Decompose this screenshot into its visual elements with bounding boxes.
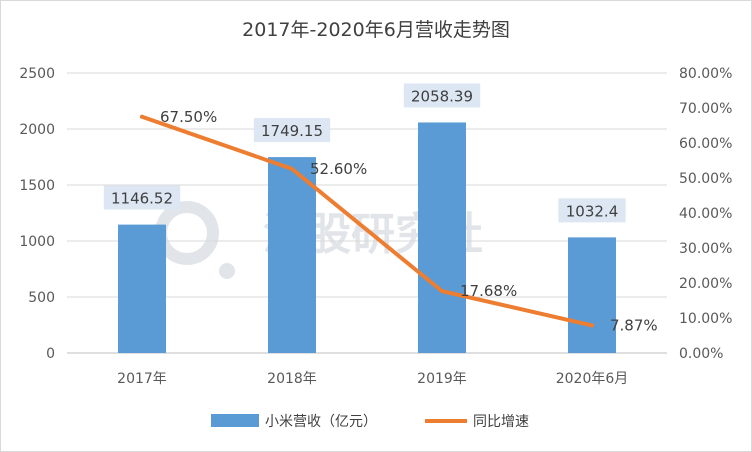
bar: [268, 157, 316, 353]
bar: [118, 224, 166, 353]
bar-data-label: 2058.39: [411, 87, 473, 105]
watermark-logo-dot: [219, 263, 235, 279]
y-left-tick-label: 0: [46, 346, 55, 362]
bar-data-label-bg: [403, 83, 481, 108]
x-tick-label: 2020年6月: [556, 371, 629, 387]
y-axis-left: 0 500 1000 1500 2000 2500: [19, 66, 55, 362]
y-right-tick-label: 70.00%: [679, 101, 732, 117]
bar-data-label: 1749.15: [261, 122, 323, 140]
chart-title: 2017年-2020年6月营收走势图: [242, 19, 510, 41]
y-right-tick-label: 30.00%: [679, 241, 732, 257]
y-left-tick-label: 2500: [19, 66, 55, 82]
y-left-tick-label: 500: [28, 290, 55, 306]
bar-series: [118, 122, 616, 353]
y-right-tick-label: 40.00%: [679, 206, 732, 222]
line-point: [140, 114, 144, 119]
y-right-tick-label: 10.00%: [679, 311, 732, 327]
watermark-logo-ring: [155, 201, 219, 265]
gridlines: [67, 72, 667, 354]
y-right-tick-label: 50.00%: [679, 171, 732, 187]
y-right-tick-label: 60.00%: [679, 136, 732, 152]
y-left-tick-label: 1000: [19, 234, 55, 250]
line-data-label: 67.50%: [160, 108, 217, 126]
legend-label-line: 同比增速: [473, 414, 529, 430]
y-right-tick-label: 20.00%: [679, 276, 732, 292]
line-data-label: 7.87%: [610, 316, 658, 334]
x-axis: 2017年 2018年 2019年 2020年6月: [117, 371, 628, 387]
line-point: [290, 166, 294, 171]
y-left-tick-label: 2000: [19, 122, 55, 138]
legend-label-bar: 小米营收（亿元）: [265, 414, 377, 430]
bar-data-label-bg: [103, 185, 181, 210]
bar-data-label: 1146.52: [111, 190, 173, 208]
x-tick-label: 2018年: [267, 371, 317, 387]
y-left-tick-label: 1500: [19, 178, 55, 194]
line-data-label: 52.60%: [310, 160, 367, 178]
series-line: [140, 114, 594, 328]
bar: [418, 122, 466, 353]
x-tick-label: 2017年: [117, 371, 167, 387]
y-right-tick-label: 0.00%: [679, 346, 723, 362]
y-axis-right: 0.00% 10.00% 20.00% 30.00% 40.00% 50.00% 60.00…: [679, 66, 732, 362]
y-right-tick-label: 80.00%: [679, 66, 732, 82]
bar-data-label: 1032.4: [566, 202, 619, 220]
bar: [568, 237, 616, 353]
line-series: [140, 114, 594, 328]
bar-data-label-bg: [558, 198, 626, 223]
legend: 小米营收（亿元） 同比增速: [211, 414, 529, 430]
line-point: [590, 323, 594, 328]
line-point: [440, 289, 444, 294]
line-data-label: 17.68%: [460, 282, 517, 300]
bar-data-label-bg: [253, 118, 331, 143]
data-labels: 1146.52 1749.15 2058.39 1032.4 67.50% 52.60% 1…: [103, 83, 658, 334]
legend-swatch-bar: [211, 414, 259, 427]
x-tick-label: 2019年: [417, 371, 467, 387]
